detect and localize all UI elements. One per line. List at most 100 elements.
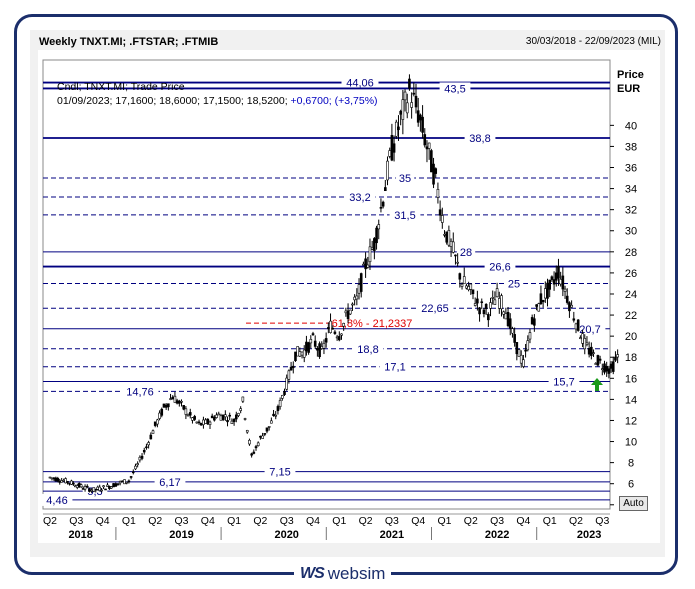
candle-body: [397, 126, 400, 131]
candle-body: [197, 421, 201, 424]
candle-body: [224, 414, 227, 418]
candle-body: [559, 279, 562, 285]
candle-body: [134, 465, 137, 470]
x-quarter-label: Q3: [490, 515, 504, 527]
candle-body: [252, 451, 256, 454]
info-change: +0,6700; (+3,75%): [291, 95, 378, 107]
auto-scale-button[interactable]: Auto: [619, 496, 648, 511]
level-label: 17,1: [384, 362, 405, 374]
y-tick-label: 16: [625, 373, 637, 385]
info-line-2: 01/09/2023; 17,1600; 18,6000; 17,1500; 1…: [57, 95, 291, 107]
candle-body: [90, 489, 93, 492]
candle-body: [379, 207, 383, 209]
candle-body: [241, 396, 245, 402]
candle-body: [587, 348, 591, 355]
candle-body: [234, 414, 238, 420]
candle-body: [178, 400, 181, 404]
candle-body: [149, 434, 153, 440]
candle-body: [410, 102, 413, 108]
info-line-1: Cndl; TNXT.MI; Trade Price: [57, 81, 185, 93]
candle-body: [175, 400, 179, 404]
x-quarter-label: Q4: [516, 515, 530, 527]
candle-body: [182, 405, 185, 410]
candle-body: [513, 334, 516, 343]
candle-body: [210, 415, 214, 419]
level-label: 31,5: [394, 210, 415, 222]
candle-body: [171, 396, 175, 400]
candle-body: [70, 480, 73, 485]
x-quarter-label: Q3: [174, 515, 188, 527]
candle-body: [217, 413, 221, 416]
candle-body: [434, 168, 438, 174]
candle-body: [164, 404, 168, 408]
x-quarter-label: Q2: [148, 515, 162, 527]
candle-body: [386, 160, 389, 181]
candle-body: [289, 366, 293, 371]
candle-body: [276, 406, 280, 412]
candle-body: [421, 116, 424, 133]
candle-body: [123, 479, 126, 485]
candle-body: [484, 303, 488, 310]
candle-body: [167, 403, 170, 408]
candle-body: [552, 279, 556, 285]
level-label-bg: [154, 475, 186, 488]
candle-body: [590, 346, 593, 356]
level-label: 44,06: [346, 78, 374, 90]
candle-body: [153, 421, 157, 426]
candle-body: [530, 317, 534, 325]
candle-body: [502, 311, 505, 315]
candle-body: [539, 293, 543, 305]
x-quarter-label: Q2: [464, 515, 478, 527]
candle-body: [267, 426, 271, 428]
level-label: 14,76: [126, 386, 154, 398]
candle-body: [305, 341, 308, 352]
candle-body: [151, 430, 155, 434]
candle-body: [100, 489, 103, 492]
x-year-label: 2023: [577, 529, 601, 541]
candle-body: [366, 264, 370, 268]
date-range: 30/03/2018 - 22/09/2023 (MIL): [525, 36, 661, 47]
candle-body: [110, 486, 113, 489]
plot-background: [38, 50, 660, 543]
candle-body: [456, 261, 459, 264]
candle-body: [572, 318, 576, 321]
level-label: 6,17: [159, 477, 180, 489]
candle-body: [355, 295, 359, 300]
level-label-bg: [416, 302, 454, 315]
level-label: 22,65: [421, 303, 449, 315]
candle-body: [221, 414, 225, 420]
level-label: 20,7: [579, 324, 600, 336]
candle-body: [254, 446, 258, 449]
candle-body: [283, 391, 286, 395]
candle-body: [377, 224, 381, 230]
level-label-bg: [344, 191, 376, 204]
candle-body: [98, 486, 101, 491]
candle-body: [261, 435, 264, 439]
y-tick-label: 22: [625, 310, 637, 322]
candle-body: [403, 91, 407, 101]
candle-body: [239, 408, 242, 411]
level-label-bg: [264, 465, 296, 478]
candle-body: [158, 412, 161, 419]
candle-body: [381, 201, 385, 207]
candle-body: [605, 365, 608, 372]
candle-body: [64, 478, 67, 484]
candle-body: [140, 455, 144, 459]
chart-title: Weekly TNXT.MI; .FTSTAR; .FTMIB: [39, 36, 219, 48]
candle-body: [451, 241, 455, 253]
candle-body: [495, 288, 499, 298]
candle-body: [125, 481, 129, 484]
y-tick-label: 8: [628, 458, 634, 470]
candle-body: [357, 284, 361, 294]
x-quarter-label: Q3: [69, 515, 83, 527]
candle-body: [296, 346, 299, 357]
candle-body: [208, 421, 212, 425]
candle-body: [88, 488, 91, 492]
candle-body: [121, 480, 124, 483]
candle-body: [408, 78, 411, 89]
level-label: 43,5: [444, 83, 465, 95]
level-label: 38,8: [469, 133, 490, 145]
candle-body: [511, 328, 514, 334]
candle-body: [370, 247, 374, 250]
